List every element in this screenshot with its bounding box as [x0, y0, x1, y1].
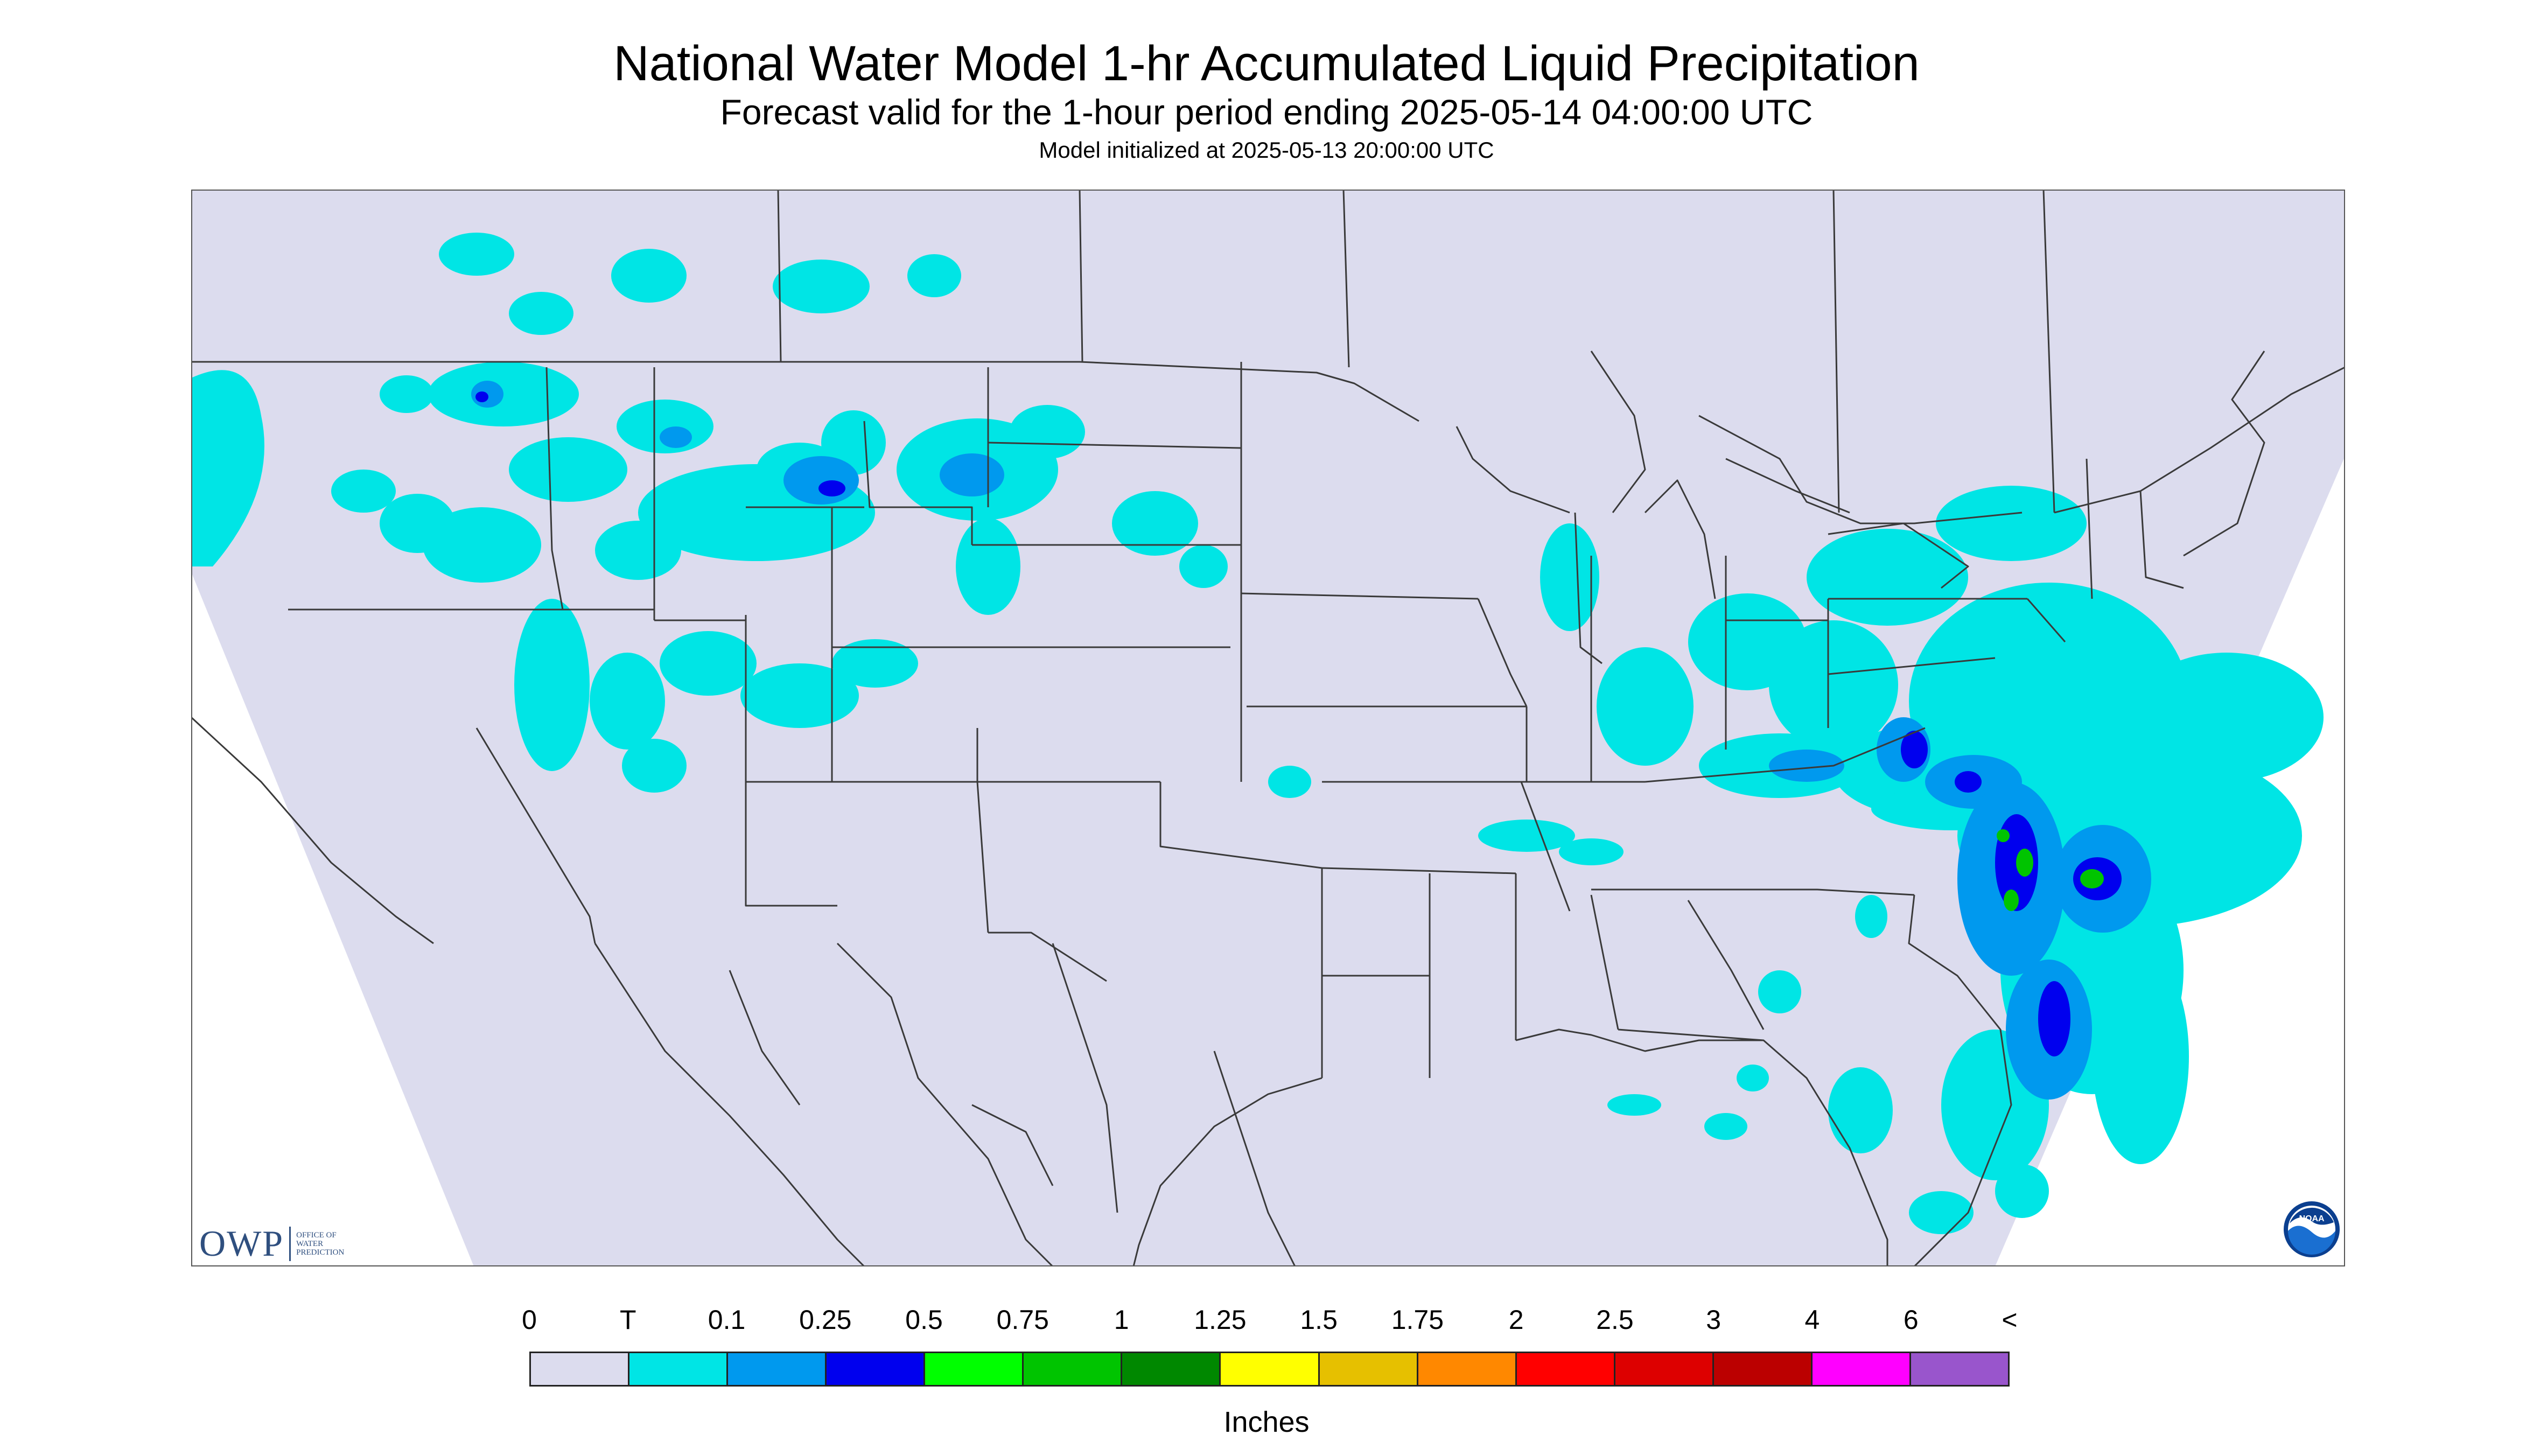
colorbar-swatch [827, 1353, 926, 1385]
legend-label: 1 [1114, 1305, 1129, 1335]
owp-logo: OWP OFFICE OF WATER PREDICTION [199, 1222, 344, 1265]
colorbar-swatch [1221, 1353, 1320, 1385]
map-title: National Water Model 1-hr Accumulated Li… [613, 36, 1920, 91]
legend-label: 1.75 [1391, 1305, 1444, 1335]
owp-logo-subtext: OFFICE OF WATER PREDICTION [296, 1230, 345, 1257]
legend-label: 4 [1804, 1305, 1820, 1335]
legend-label: < [2002, 1305, 2018, 1335]
state-borders [191, 190, 2345, 1266]
legend-label: 0 [522, 1305, 537, 1335]
colorbar-swatch [1024, 1353, 1123, 1385]
legend-label: 3 [1706, 1305, 1722, 1335]
model-init-line: Model initialized at 2025-05-13 20:00:00… [1039, 137, 1494, 163]
colorbar-swatch [728, 1353, 827, 1385]
legend-label: T [619, 1305, 636, 1335]
legend-label: 1.5 [1300, 1305, 1338, 1335]
legend-label: 0.1 [708, 1305, 746, 1335]
precipitation-map [191, 190, 2345, 1266]
legend-label: 1.25 [1194, 1305, 1247, 1335]
colorbar-swatch [1122, 1353, 1221, 1385]
precipitation-areas [191, 233, 2324, 1234]
colorbar-swatch [1911, 1353, 2008, 1385]
owp-logo-text: OWP [199, 1223, 284, 1264]
noaa-logo: NOAA [2284, 1201, 2340, 1257]
colorbar-swatch [1615, 1353, 1714, 1385]
colorbar-swatch [1812, 1353, 1911, 1385]
legend-label: 2 [1508, 1305, 1524, 1335]
legend-label: 0.5 [905, 1305, 943, 1335]
colorbar-swatch [925, 1353, 1024, 1385]
legend-label: 6 [1903, 1305, 1919, 1335]
colorbar-swatch [1319, 1353, 1418, 1385]
colorbar-swatch [1713, 1353, 1813, 1385]
legend-label: 2.5 [1596, 1305, 1634, 1335]
colorbar-swatch [1418, 1353, 1517, 1385]
colorbar-swatch [531, 1353, 630, 1385]
colorbar-swatch [1516, 1353, 1615, 1385]
noaa-logo-text: NOAA [2299, 1214, 2325, 1223]
legend-label: 0.75 [996, 1305, 1049, 1335]
legend-label: 0.25 [799, 1305, 852, 1335]
map-subtitle: Forecast valid for the 1-hour period end… [720, 92, 1813, 132]
legend-units: Inches [1223, 1406, 1310, 1438]
colorbar-swatch [629, 1353, 729, 1385]
precip-colorbar [529, 1352, 2010, 1387]
